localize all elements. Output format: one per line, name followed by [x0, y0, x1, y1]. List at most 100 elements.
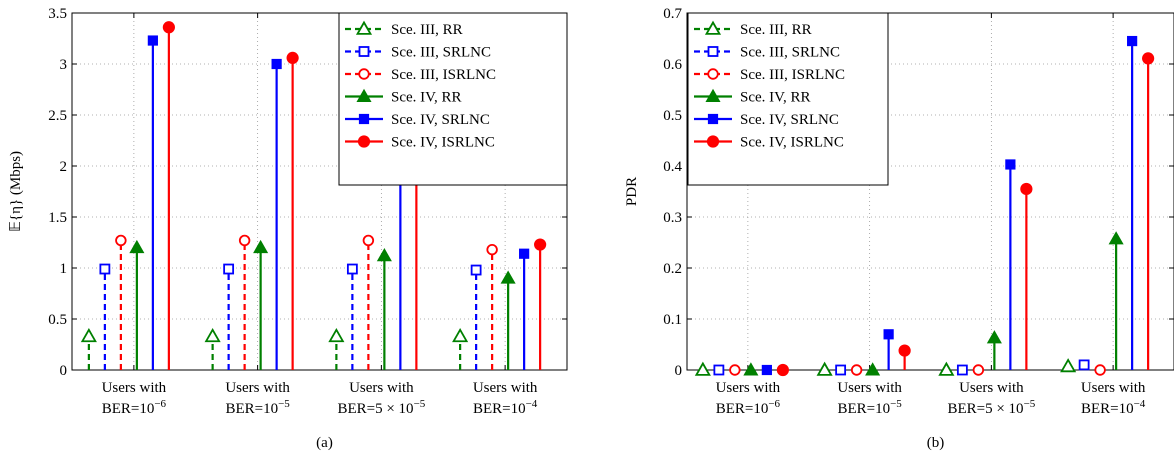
- legend-box: [687, 12, 889, 186]
- stem-marker: [865, 362, 881, 376]
- legend-label: Sce. IV, RR: [391, 90, 462, 106]
- x-tick-label: BER=10−4: [1081, 398, 1146, 417]
- legend-marker: [356, 88, 372, 102]
- series-3: [729, 364, 1106, 376]
- legend-label: Sce. IV, RR: [740, 90, 811, 106]
- stem-marker: [898, 344, 911, 357]
- legend-marker: [706, 135, 720, 148]
- y-axis-label: 𝔼{η} (Mbps): [8, 151, 24, 232]
- stem-marker: [1060, 358, 1077, 373]
- x-tick-label: Users with: [473, 380, 538, 396]
- y-tick-label: 0.5: [663, 108, 682, 124]
- stem-marker: [1094, 364, 1106, 376]
- x-tick-label: Users with: [837, 380, 902, 396]
- y-tick-label: 0.2: [663, 261, 682, 277]
- stem-marker: [713, 364, 725, 376]
- stem-marker: [1142, 52, 1155, 65]
- y-tick-label: 1: [60, 261, 68, 277]
- panel-caption: (a): [316, 435, 333, 451]
- legend-marker: [704, 20, 722, 35]
- x-tick-label: Users with: [959, 380, 1024, 396]
- y-tick-label: 0.1: [663, 312, 682, 328]
- stem-marker: [147, 35, 158, 46]
- chart-panel-2: 0 0.1 0.2 0.3 0.4 0.5 0.6 0.7 Users with BER=10−6…: [624, 6, 1174, 451]
- stem-marker: [452, 328, 469, 343]
- stem-marker: [500, 270, 516, 284]
- stem-marker: [470, 264, 482, 276]
- stem-marker: [271, 58, 282, 70]
- y-tick-label: 0: [60, 363, 68, 379]
- y-tick-label: 2: [60, 159, 68, 175]
- legend-marker: [707, 46, 719, 57]
- legend-marker: [358, 46, 370, 57]
- series-2: [713, 359, 1090, 376]
- legend-label: Sce. IV, ISRLNC: [391, 135, 495, 151]
- series-6: [776, 52, 1155, 377]
- series-5: [761, 35, 1138, 376]
- stem-marker: [534, 238, 547, 251]
- stem-marker: [519, 248, 530, 259]
- legend-label: Sce. IV, SRLNC: [391, 112, 490, 128]
- x-tick-label: BER=10−6: [716, 398, 781, 417]
- legend-label: Sce. III, SRLNC: [740, 45, 840, 61]
- legend-label: Sce. III, SRLNC: [391, 45, 491, 61]
- legend-box: [338, 12, 568, 186]
- legend-marker: [707, 113, 719, 125]
- stem-marker: [362, 234, 375, 247]
- x-tick-label: BER=10−5: [837, 398, 902, 417]
- legend-label: Sce. IV, SRLNC: [740, 112, 839, 128]
- stem-marker: [816, 361, 833, 376]
- legend-label: Sce. III, RR: [391, 22, 463, 38]
- stem-marker: [1005, 159, 1016, 170]
- series-3: [115, 234, 498, 370]
- series-4: [743, 231, 1124, 376]
- stem-marker: [743, 362, 759, 376]
- x-tick-label: Users with: [102, 380, 167, 396]
- legend-marker: [358, 68, 370, 80]
- stem-marker: [486, 243, 498, 256]
- stem-marker: [835, 364, 847, 376]
- y-axis-label: PDR: [624, 177, 640, 206]
- y-tick-label: 0.4: [663, 159, 682, 175]
- y-tick-label: 2.5: [48, 108, 67, 124]
- series-1: [80, 328, 469, 370]
- legend-marker: [355, 20, 373, 35]
- legend-label: Sce. IV, ISRLNC: [740, 135, 844, 151]
- stem-marker: [761, 364, 772, 376]
- y-tick-label: 0.7: [663, 6, 682, 22]
- stem-marker: [986, 330, 1002, 344]
- stem-marker: [376, 248, 392, 262]
- stem-marker: [204, 328, 221, 343]
- legend-marker: [707, 68, 719, 80]
- y-tick-label: 3: [60, 57, 68, 73]
- legend-label: Sce. III, ISRLNC: [391, 67, 496, 83]
- plot-frame: [686, 12, 1174, 371]
- stem-marker: [328, 328, 345, 343]
- stem-marker: [938, 361, 955, 376]
- stem-marker: [238, 234, 251, 247]
- x-tick-label: Users with: [349, 380, 414, 396]
- stem-marker: [972, 364, 985, 376]
- legend-label: Sce. III, RR: [740, 22, 812, 38]
- stem-marker: [883, 329, 894, 340]
- y-tick-label: 0.6: [663, 57, 682, 73]
- stem-marker: [162, 21, 175, 34]
- series-1: [694, 358, 1077, 376]
- stem-marker: [776, 363, 789, 377]
- legend-label: Sce. III, ISRLNC: [740, 67, 845, 83]
- x-tick-label: Users with: [716, 380, 781, 396]
- chart-panel-1: 0 0.5 1 1.5 2 2.5 3 3.5 Users with BER=10−6 Users …: [8, 6, 568, 451]
- y-tick-label: 0.3: [663, 210, 682, 226]
- stem-marker: [1108, 231, 1124, 245]
- x-tick-label: BER=10−5: [225, 398, 290, 417]
- x-tick-label: BER=5 × 10−5: [337, 398, 425, 417]
- legend-marker: [357, 135, 371, 148]
- stem-marker: [99, 263, 111, 275]
- series-4: [129, 239, 516, 370]
- stem-marker: [129, 239, 145, 254]
- x-tick-label: Users with: [1081, 380, 1146, 396]
- x-tick-label: Users with: [225, 380, 290, 396]
- x-tick-label: BER=10−4: [473, 398, 538, 417]
